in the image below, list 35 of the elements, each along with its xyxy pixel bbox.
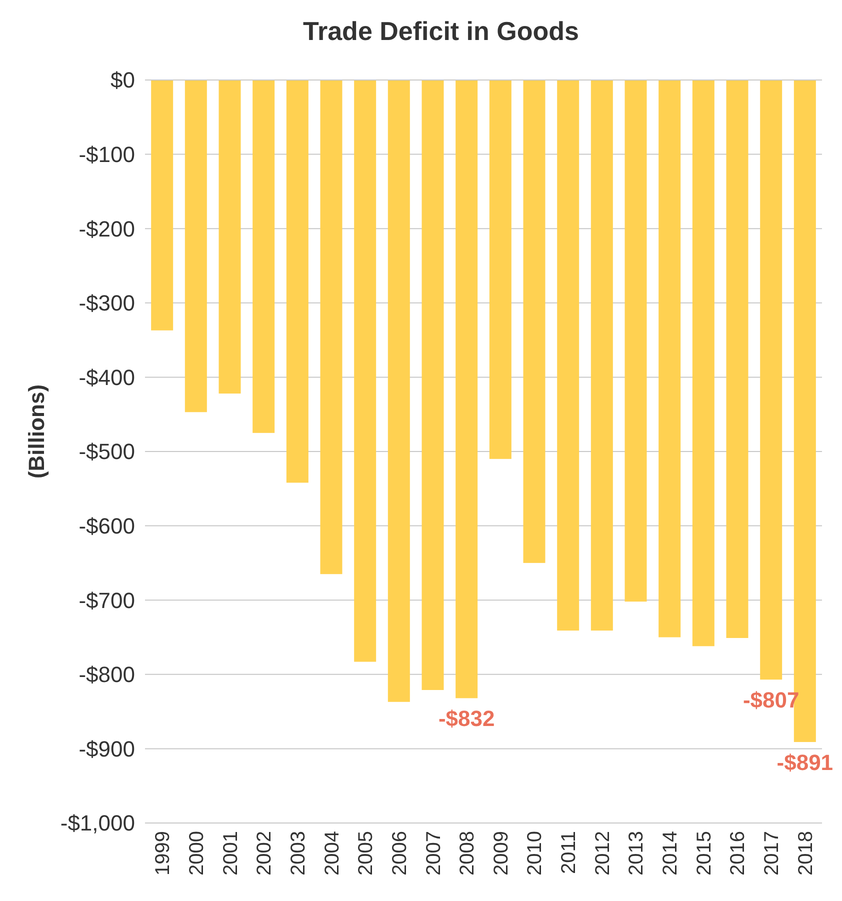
- y-tick-label: -$800: [78, 662, 135, 688]
- y-tick-label: -$100: [78, 142, 135, 167]
- x-tick-label: 2002: [254, 831, 276, 876]
- x-tick-label: 2003: [287, 831, 310, 876]
- chart-title: Trade Deficit in Goods: [303, 16, 579, 46]
- x-tick-label: 2016: [727, 831, 750, 876]
- y-tick-label: -$400: [78, 364, 135, 390]
- y-tick-label: -$500: [78, 439, 135, 464]
- x-tick-label: 2000: [186, 831, 208, 876]
- x-tick-label: 2008: [456, 831, 479, 876]
- x-tick-label: 2010: [524, 831, 546, 876]
- x-tick-label: 2001: [220, 831, 242, 876]
- x-tick-label: 2015: [693, 831, 716, 876]
- x-tick-label: 2009: [490, 831, 512, 876]
- x-tick-label: 2004: [321, 831, 344, 876]
- x-tick-label: 2006: [388, 831, 411, 876]
- x-tick-label: 2018: [794, 831, 817, 876]
- y-tick-label: -$200: [78, 216, 135, 242]
- x-tick-label: 2012: [592, 831, 614, 876]
- x-tick-label: 2005: [355, 831, 378, 876]
- x-tick-label: 2011: [558, 831, 580, 874]
- x-tick-label: 2007: [422, 831, 445, 876]
- y-tick-label: -$700: [78, 588, 135, 613]
- data-label: -$832: [438, 706, 495, 732]
- y-tick-label: $0: [110, 68, 135, 93]
- y-tick-label: -$1,000: [60, 810, 135, 836]
- y-tick-label: -$600: [78, 514, 135, 538]
- y-tick-label: -$900: [78, 736, 135, 762]
- x-tick-label: 2017: [761, 831, 784, 876]
- x-tick-label: 1999: [152, 831, 174, 876]
- x-tick-label: 2013: [626, 831, 648, 876]
- y-tick-label: -$300: [78, 290, 135, 316]
- y-axis-title: (Billions): [24, 384, 49, 479]
- data-label: -$891: [776, 750, 834, 776]
- x-tick-label: 2014: [660, 831, 682, 876]
